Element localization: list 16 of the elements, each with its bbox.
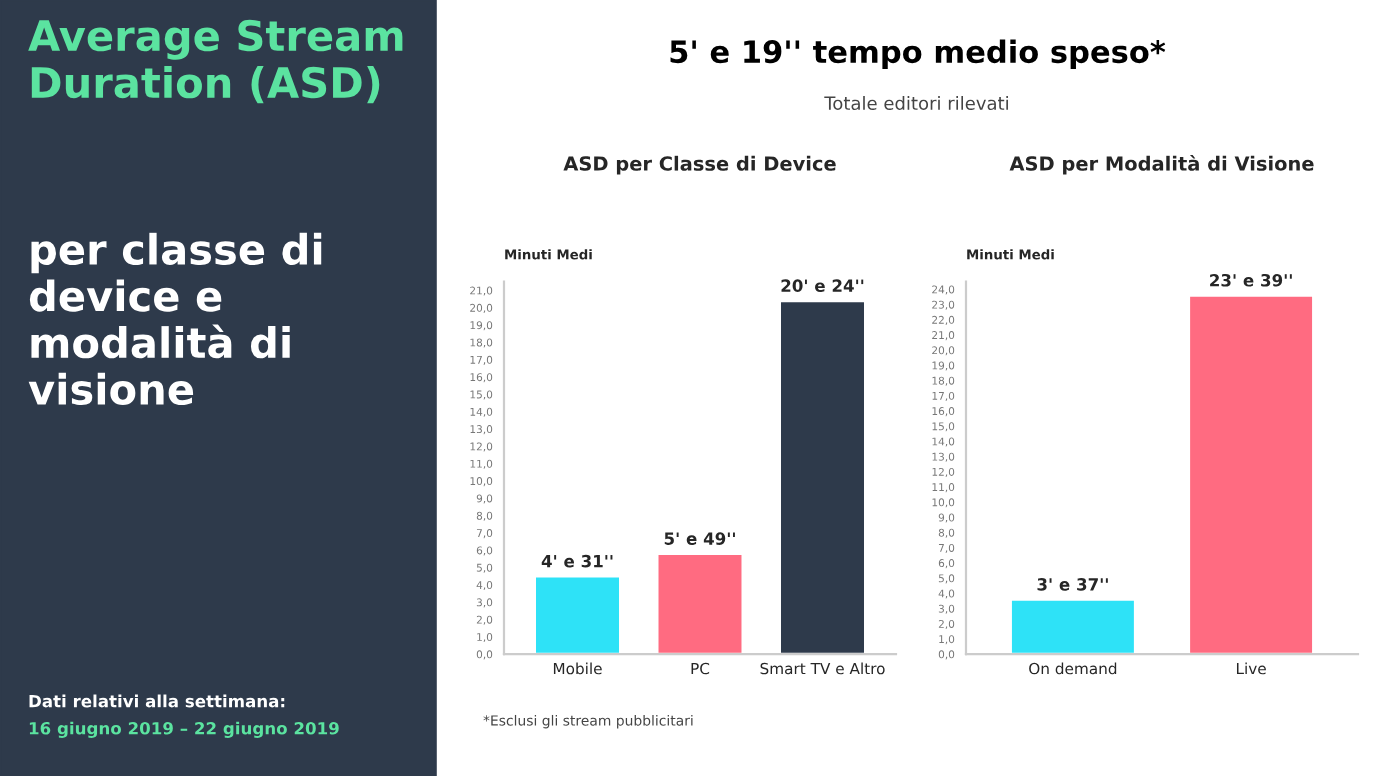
chart-title: ASD per Modalità di Visione <box>1009 155 1314 175</box>
bar <box>655 552 745 655</box>
chart-title: ASD per Classe di Device <box>563 155 836 175</box>
text: 5' e 19'' tempo medio speso* <box>670 39 1166 70</box>
annotation: 3' e 37'' <box>1037 578 1108 591</box>
text: Dati relativi alla settimana: <box>29 694 285 708</box>
bar <box>533 574 622 655</box>
annotation: 20' e 24'' <box>781 279 864 292</box>
annotation: 4' e 31'' <box>541 554 613 568</box>
annotation: 23' e 39'' <box>1210 273 1292 287</box>
text: 16 giugno 2019 – 22 giugno 2019 <box>29 721 339 738</box>
text: Average Stream Duration (ASD) <box>28 19 403 104</box>
bar <box>778 299 867 655</box>
annotation: 5' e 49'' <box>664 532 735 545</box>
text: per classe di device e modalità di visione <box>28 232 322 406</box>
text: Totale editori rilevati <box>824 96 1008 110</box>
